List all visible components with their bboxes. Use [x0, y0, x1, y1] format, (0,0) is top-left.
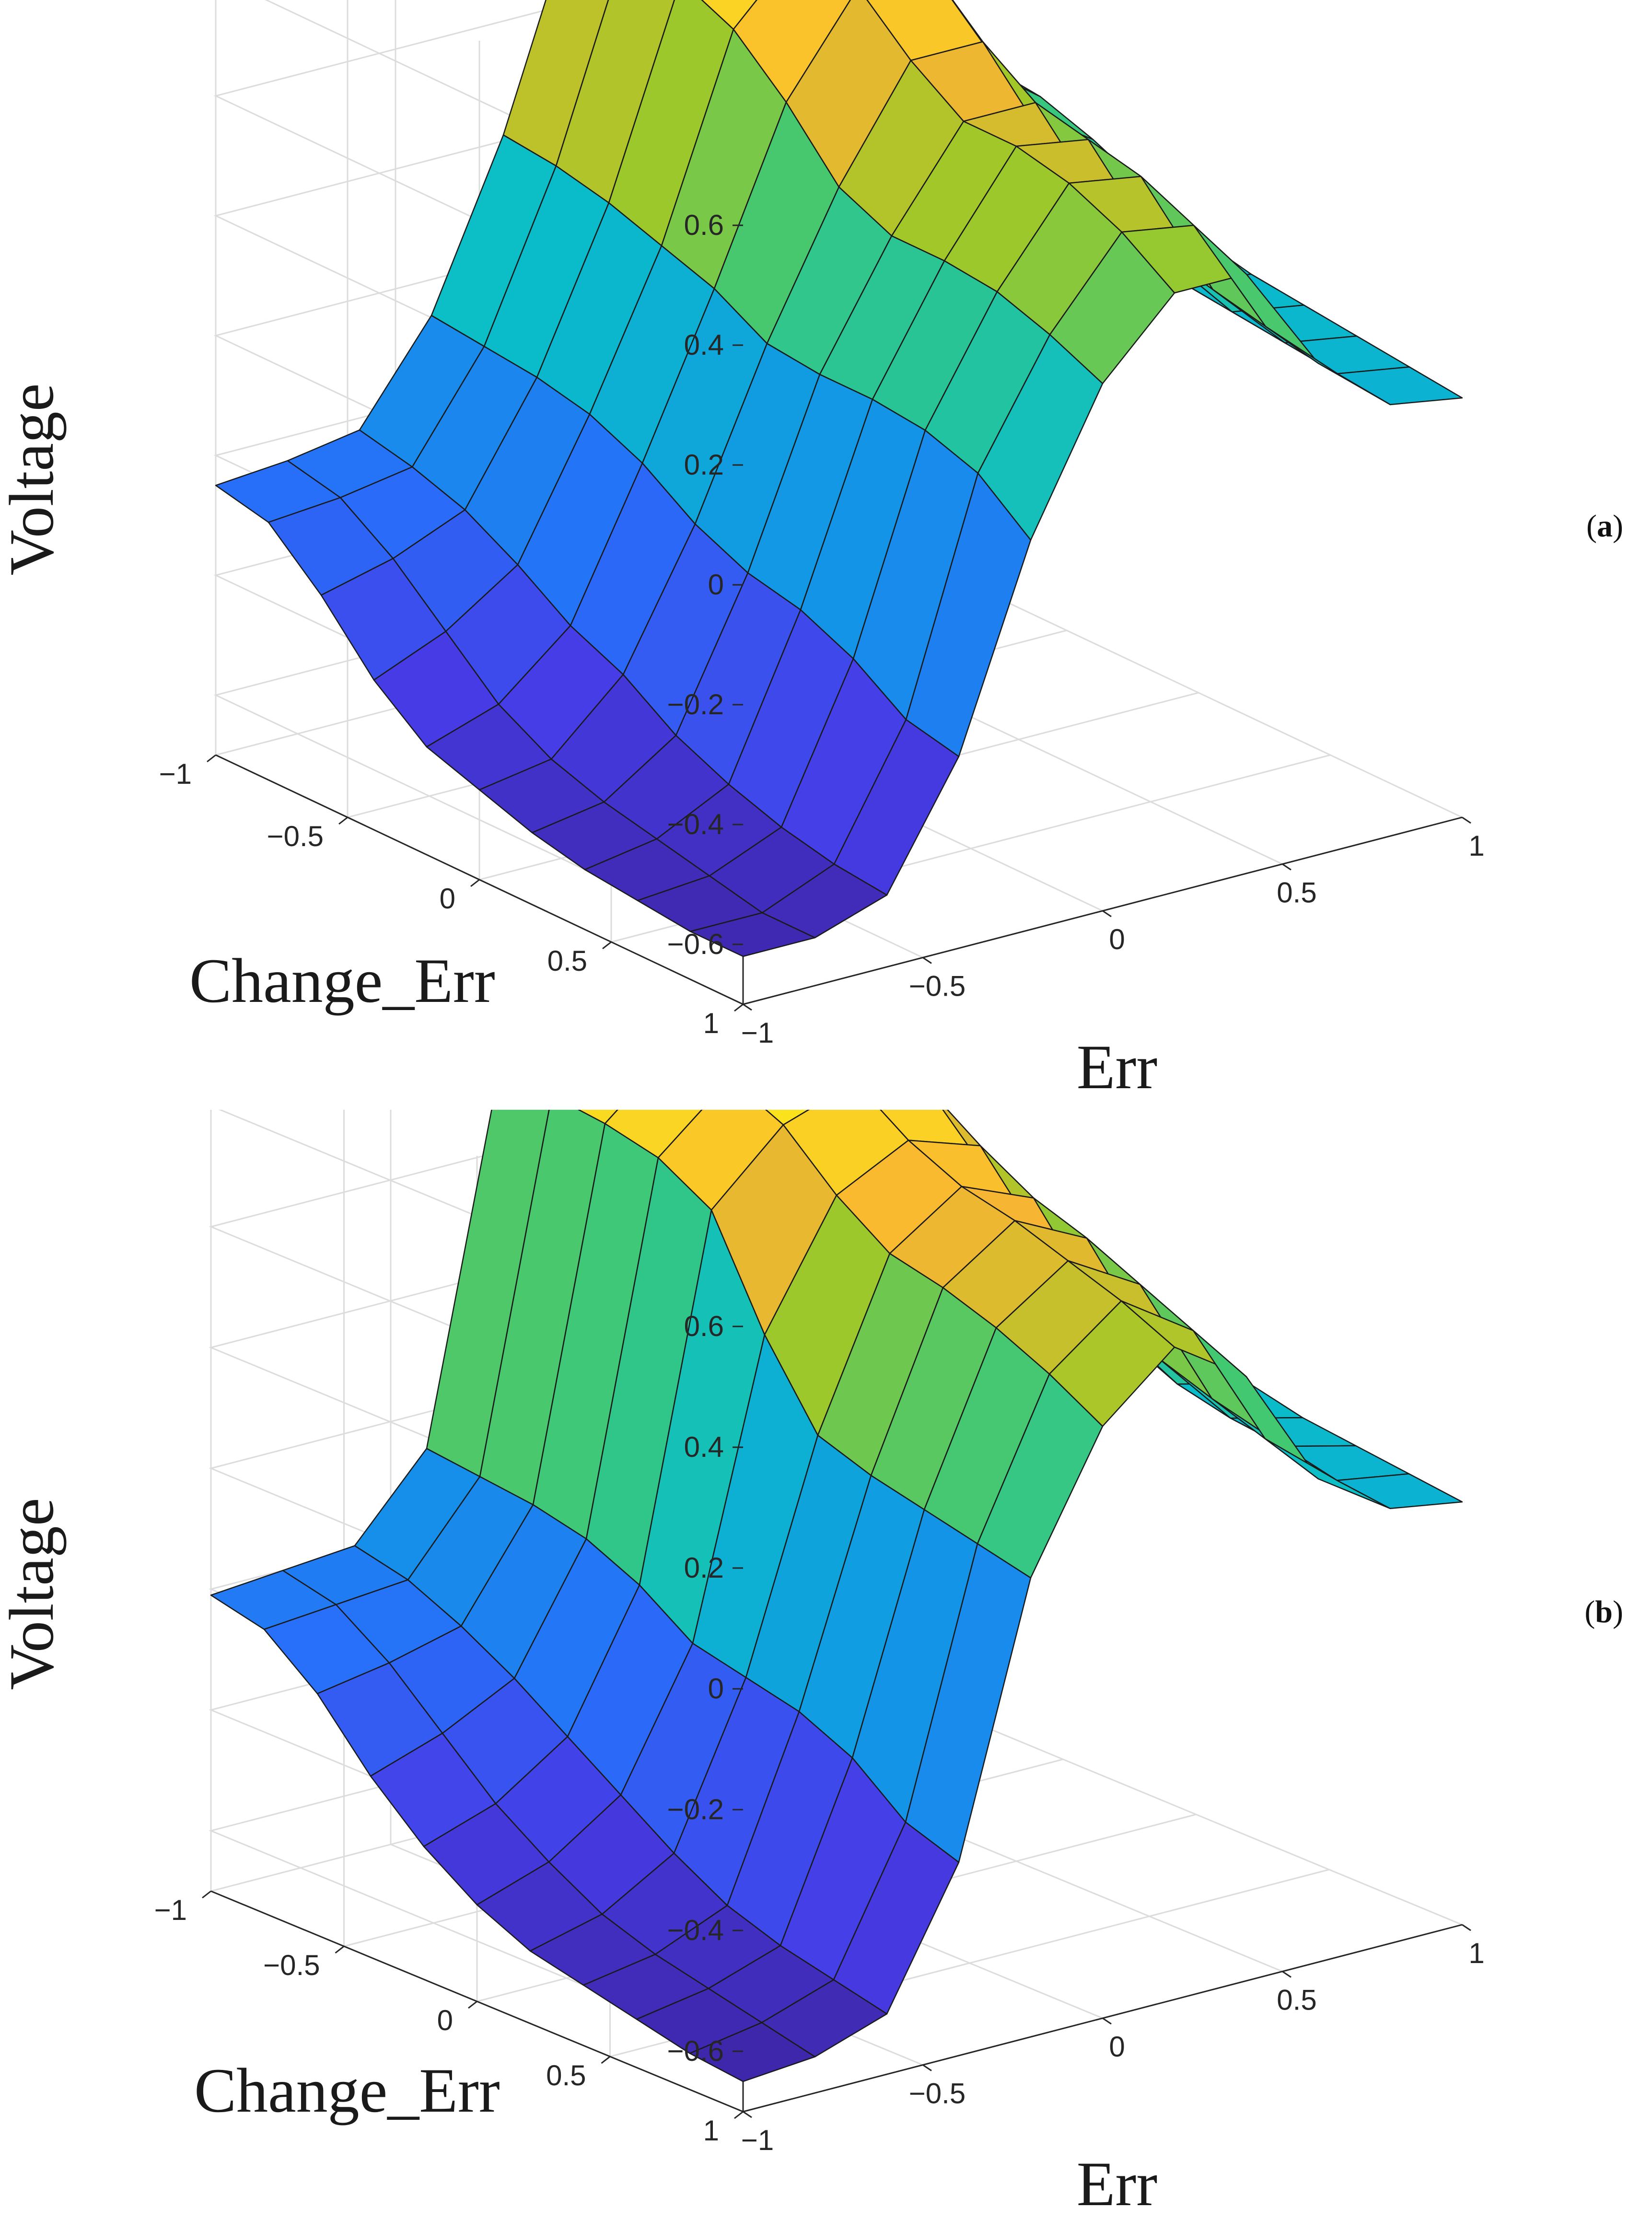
- surface-patch: [604, 1110, 703, 1159]
- z-tick-label: −0.4: [667, 808, 724, 840]
- z-tick-label: −0.6: [667, 928, 724, 960]
- x-tick-label: −0.5: [909, 2078, 966, 2110]
- y-tick-mark: [470, 879, 480, 887]
- surface: [215, 0, 1463, 957]
- panel-tag-b: (b): [1584, 1594, 1623, 1629]
- y-tick-mark: [207, 754, 216, 763]
- z-tick-label: 0.4: [684, 329, 724, 361]
- y-tick-label: −1: [154, 1894, 187, 1926]
- z-tick-label: −0.4: [667, 1914, 724, 1946]
- z-tick-label: −0.6: [667, 2035, 724, 2067]
- z-tick-label: 0.2: [684, 1552, 724, 1584]
- z-tick-label: 0.2: [684, 449, 724, 481]
- x-tick-mark: [922, 2064, 932, 2071]
- x-tick-label: 0.5: [1277, 877, 1316, 909]
- surface-patch: [1337, 366, 1463, 406]
- z-tick-label: 0.6: [684, 1310, 724, 1342]
- x-tick-mark: [743, 1003, 752, 1011]
- y-axis-label: Change_Err: [194, 2055, 500, 2126]
- x-tick-label: 1: [1468, 830, 1484, 862]
- floor-gridline-x: [934, 567, 1463, 818]
- y-tick-mark: [335, 1945, 345, 1954]
- surface-patch: [701, 0, 758, 30]
- chart-panel-a: −0.6 −0.4 −0.2 0 0.2 0.4 0.6 1 0.5 0 −0.5 −1 −1 −0.5 0…: [0, 0, 1623, 1102]
- z-tick-label: 0.4: [684, 1431, 724, 1463]
- y-tick-mark: [601, 2056, 611, 2064]
- z-tick-label: 0: [708, 569, 724, 601]
- y-tick-label: 0: [440, 883, 455, 915]
- y-tick-label: 1: [703, 2115, 719, 2147]
- panel-tag-a: (a): [1586, 509, 1623, 544]
- x-tick-mark: [743, 2111, 752, 2118]
- x-tick-mark: [1102, 910, 1112, 918]
- surface-plot-b: −0.6 −0.4 −0.2 0 0.2 0.4 0.6 1 0.5 0 −0.5 −1 −1 −0.5 0…: [0, 1110, 1485, 2219]
- tick-labels: −0.6 −0.4 −0.2 0 0.2 0.4 0.6 1 0.5 0 −0.5 −1 −1 −0.5 0…: [159, 209, 1485, 1049]
- y-tick-label: −0.5: [263, 1949, 320, 1981]
- z-axis-label: Voltage: [0, 1498, 67, 1690]
- y-tick-mark: [202, 1890, 211, 1899]
- z-tick-label: 0: [708, 1673, 724, 1705]
- x-tick-label: 0.5: [1277, 1984, 1316, 2016]
- x-tick-mark: [1462, 1924, 1471, 1931]
- x-tick-mark: [1282, 863, 1291, 871]
- y-tick-label: −0.5: [267, 820, 324, 852]
- y-tick-mark: [468, 2000, 477, 2009]
- surface-patch: [1336, 1473, 1463, 1510]
- x-tick-mark: [1462, 816, 1471, 824]
- surface: [210, 1110, 1463, 2082]
- x-tick-label: −1: [741, 2124, 774, 2156]
- surface-plot-a: −0.6 −0.4 −0.2 0 0.2 0.4 0.6 1 0.5 0 −0.5 −1 −1 −0.5 0…: [0, 0, 1485, 1102]
- y-tick-mark: [734, 1003, 744, 1012]
- y-axis-label: Change_Err: [189, 945, 495, 1016]
- x-tick-label: −1: [741, 1017, 774, 1049]
- y-tick-mark: [338, 816, 348, 825]
- x-axis-label: Err: [1077, 1032, 1158, 1102]
- x-tick-label: 0: [1109, 923, 1125, 955]
- x-axis-label: Err: [1077, 2149, 1158, 2219]
- y-tick-label: 0.5: [546, 2059, 586, 2092]
- x-tick-label: 1: [1468, 1937, 1484, 1969]
- surface-patch: [765, 1110, 810, 1126]
- y-tick-label: 0.5: [547, 945, 587, 977]
- z-tick-label: −0.2: [667, 688, 724, 721]
- x-tick-label: 0: [1109, 2031, 1125, 2063]
- y-tick-label: −1: [159, 758, 192, 790]
- floor-gridline-x: [930, 1703, 1463, 1926]
- chart-panel-b: −0.6 −0.4 −0.2 0 0.2 0.4 0.6 1 0.5 0 −0.5 −1 −1 −0.5 0…: [0, 1110, 1652, 2220]
- x-tick-label: −0.5: [909, 970, 966, 1002]
- y-tick-mark: [734, 2111, 744, 2119]
- surface-patch: [1284, 335, 1410, 374]
- z-tick-label: 0.6: [684, 209, 724, 241]
- y-tick-mark: [602, 941, 612, 950]
- x-tick-mark: [1282, 1971, 1291, 1978]
- y-tick-label: 1: [703, 1007, 719, 1039]
- z-tick-label: −0.2: [667, 1793, 724, 1825]
- z-axis-label: Voltage: [0, 384, 67, 576]
- x-tick-mark: [922, 957, 932, 964]
- x-tick-mark: [1102, 2017, 1112, 2025]
- y-tick-label: 0: [437, 2004, 453, 2036]
- tick-labels: −0.6 −0.4 −0.2 0 0.2 0.4 0.6 1 0.5 0 −0.5 −1 −1 −0.5 0…: [154, 1310, 1485, 2156]
